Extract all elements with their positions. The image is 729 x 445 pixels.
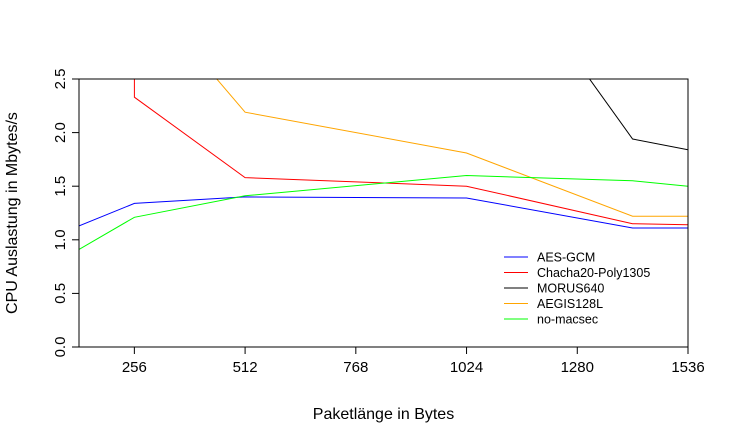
x-tick-label: 512 <box>233 359 258 376</box>
x-tick-label: 1280 <box>561 359 594 376</box>
y-tick-label: 0.0 <box>52 337 69 358</box>
x-tick-label: 1024 <box>450 359 483 376</box>
y-tick-label: 2.0 <box>52 122 69 143</box>
y-tick-label: 0.5 <box>52 283 69 304</box>
x-tick-label: 256 <box>122 359 147 376</box>
y-axis: 0.0 0.5 1.0 1.5 2.0 2.5 <box>52 69 79 358</box>
x-tick-label: 768 <box>343 359 368 376</box>
plot-frame <box>78 78 689 348</box>
x-tick-label: 1536 <box>671 359 704 376</box>
legend-label: no-macsec <box>537 313 598 327</box>
legend-label: MORUS640 <box>537 282 604 296</box>
series-line-no-macsec <box>79 174 688 250</box>
series-layer <box>79 79 688 250</box>
y-tick-label: 1.5 <box>52 176 69 197</box>
series-line-chacha20-poly1305 <box>133 79 688 226</box>
y-axis-title: CPU Auslastung in Mbytes/s <box>4 112 21 314</box>
y-tick-label: 1.0 <box>52 229 69 250</box>
legend-label: AEGIS128L <box>537 297 603 311</box>
series-line-aegis128l <box>216 79 688 217</box>
series-line-morus640 <box>588 79 688 151</box>
y-tick-label: 2.5 <box>52 69 69 90</box>
series-line-aes-gcm <box>79 196 688 229</box>
x-axis-title: Paketlänge in Bytes <box>313 406 454 423</box>
legend-label: AES-GCM <box>537 251 595 265</box>
legend-label: Chacha20-Poly1305 <box>537 266 650 280</box>
x-axis: 256 512 768 1024 1280 1536 <box>122 347 705 376</box>
